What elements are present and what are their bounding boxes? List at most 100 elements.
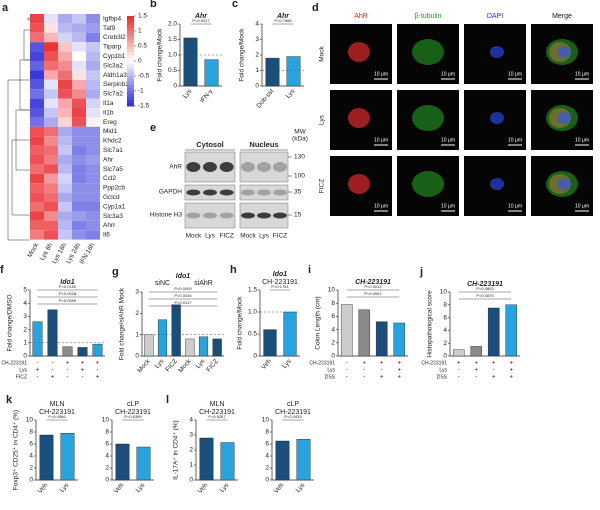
colorbar-step [127, 76, 134, 80]
y-tick-label: 0 [443, 353, 447, 360]
y-tick-label: 2 [189, 447, 193, 454]
lane-label: Lys [259, 233, 270, 240]
condition-mark: - [493, 368, 495, 374]
panel-label: d [312, 2, 319, 14]
scale-label: 10 μm [374, 71, 388, 77]
p-value: P=0.0028 [59, 291, 77, 296]
heatmap-cell [30, 220, 44, 231]
heatmap-cell [44, 42, 58, 52]
condition-mark: - [67, 375, 69, 381]
heatmap-cell [86, 220, 100, 231]
heatmap-cell [44, 14, 58, 24]
cell-signal [490, 178, 504, 190]
cell-signal [348, 108, 370, 128]
category-label: Lys [295, 481, 307, 494]
category-label: Mock [136, 357, 152, 374]
cell-signal [348, 42, 370, 62]
heatmap-cell [72, 173, 86, 184]
bar [470, 346, 483, 357]
scale-label: 10 μm [374, 137, 388, 143]
heatmap-cell [58, 108, 72, 118]
heatmap-cell [30, 164, 44, 174]
heatmap-cell [72, 202, 86, 212]
gene-label: Ccl2 [103, 175, 116, 182]
y-tick-label: 3 [23, 313, 27, 320]
heatmap-cell [44, 117, 58, 127]
heatmap-cell [44, 173, 58, 184]
bar [183, 37, 198, 87]
heatmap-cell [30, 202, 44, 212]
p-value: P=0.5287 [208, 414, 226, 419]
y-axis-label: IL-17A⁺ in CD4⁺ (%) [173, 420, 180, 480]
category-label: Veh [273, 482, 286, 495]
chart-title: Ido1 [273, 271, 287, 278]
band [203, 212, 217, 219]
channel-header: AhR [354, 13, 368, 20]
panel-label: k [6, 394, 13, 406]
heatmap-cell [72, 70, 86, 80]
category-label: Lys [219, 481, 231, 494]
heatmap-cell [58, 136, 72, 146]
channel-header: β-tubulin [415, 13, 442, 20]
y-tick-label: 4 [189, 417, 193, 424]
category-label: Veh [113, 482, 126, 495]
colorbar-step [127, 37, 134, 41]
cell-signal [348, 174, 370, 194]
heatmap-cell [44, 61, 58, 71]
y-tick-label: 8 [331, 300, 335, 307]
bar [358, 309, 371, 357]
heatmap-cell [86, 42, 100, 52]
heatmap-cell [72, 126, 86, 137]
condition-mark: - [363, 375, 365, 381]
chart-title: CH-223191 [262, 279, 298, 286]
band [219, 162, 234, 172]
category-label: Lys [182, 87, 194, 100]
category-label: Mock [177, 357, 193, 374]
y-tick-label: 6 [29, 441, 33, 448]
colorbar-step [127, 88, 134, 92]
p-value: P=0.4433 [284, 414, 302, 419]
heatmap-cell [44, 32, 58, 43]
p-value: P=0.0012 [364, 284, 382, 289]
condition-mark: - [458, 375, 460, 381]
condition-mark: + [509, 368, 513, 374]
band [219, 212, 234, 219]
heatmap-cell [58, 32, 72, 43]
dendrogram [11, 139, 30, 216]
heatmap-cell [44, 164, 58, 174]
heatmap-cell [58, 89, 72, 99]
y-axis-label: Colon Length (cm) [315, 296, 322, 349]
gene-label: Slc7a2 [103, 91, 123, 98]
category-label: Dob-sst [256, 88, 276, 110]
colorbar-label: -1.5 [138, 103, 150, 110]
y-tick-label: 2 [29, 465, 33, 472]
condition-name: DSS [437, 374, 448, 380]
y-axis-label: Fold change/DMSO [7, 294, 14, 351]
category-label: FICZ [205, 358, 220, 374]
colorbar-step [127, 94, 134, 98]
band [273, 162, 287, 172]
heatmap-cell [30, 155, 44, 165]
cell-signal [557, 178, 571, 190]
mw-title: MW [294, 129, 306, 136]
y-tick-label: 0 [189, 477, 193, 484]
channel-header: DAPI [487, 13, 503, 20]
panel-label: f [0, 264, 4, 276]
gene-label: Slc7a5 [103, 166, 123, 173]
heatmap-cell [58, 211, 72, 221]
heatmap-cell [72, 98, 86, 108]
bar [62, 346, 73, 357]
gene-label: Ppp2cb [103, 185, 125, 192]
scale-label: 10 μm [441, 203, 455, 209]
bar [275, 440, 290, 481]
gene-label: Mid1 [103, 128, 117, 135]
y-tick-label: 2 [135, 310, 139, 317]
heatmap-cell [58, 220, 72, 231]
cell-signal [490, 112, 504, 124]
category-label: Lys [281, 357, 293, 370]
heatmap-cell [72, 117, 86, 127]
heatmap-cell [86, 155, 100, 165]
dendrogram [19, 59, 30, 111]
chart-title: CH-223191 [39, 409, 75, 416]
